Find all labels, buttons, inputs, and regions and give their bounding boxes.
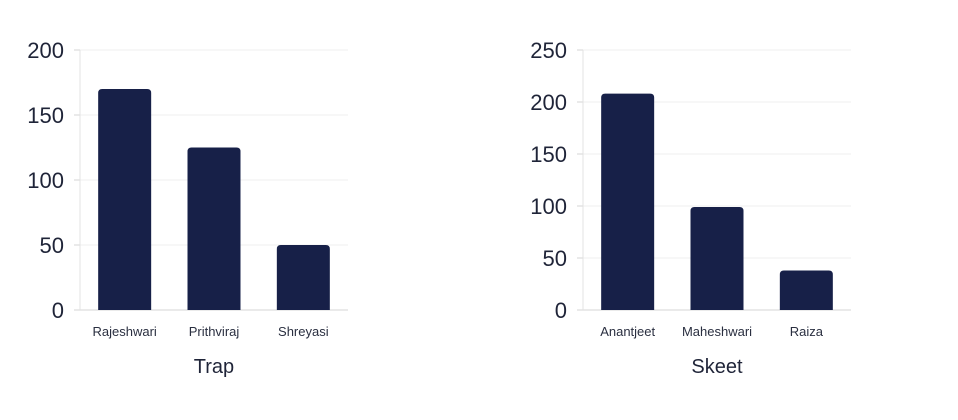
chart-1: 0 50 100 150 200 250 Anantjeet Maheshwari Raiza S… <box>530 38 851 378</box>
x-tick-label: Rajeshwari <box>93 324 157 339</box>
chart-title: Skeet <box>691 356 743 378</box>
bar-shreyasi <box>276 245 330 310</box>
bar-prithviraj <box>187 147 241 310</box>
x-tick-label: Shreyasi <box>278 324 329 339</box>
y-tick-label: 0 <box>555 298 567 323</box>
y-tick-label: 50 <box>543 246 567 271</box>
x-tick-label: Raiza <box>790 324 824 339</box>
y-tick-label: 200 <box>530 90 567 115</box>
chart-title: Trap <box>194 356 234 378</box>
bar-anantjeet <box>601 93 655 311</box>
x-tick-label: Maheshwari <box>682 324 752 339</box>
y-tick-label: 0 <box>52 298 64 323</box>
y-tick-label: 200 <box>27 38 64 63</box>
y-tick-label: 100 <box>530 194 567 219</box>
y-tick-label: 50 <box>40 233 64 258</box>
chart-0: 0 50 100 150 200 Rajeshwari Prithviraj Shreyasi… <box>27 38 348 378</box>
x-tick-label: Prithviraj <box>189 324 240 339</box>
bar-maheshwari <box>690 207 744 310</box>
y-tick-label: 100 <box>27 168 64 193</box>
y-tick-label: 150 <box>530 142 567 167</box>
x-tick-label: Anantjeet <box>600 324 655 339</box>
bar-rajeshwari <box>98 89 152 310</box>
bar-raiza <box>779 270 833 310</box>
y-tick-label: 150 <box>27 103 64 128</box>
y-tick-label: 250 <box>530 38 567 63</box>
